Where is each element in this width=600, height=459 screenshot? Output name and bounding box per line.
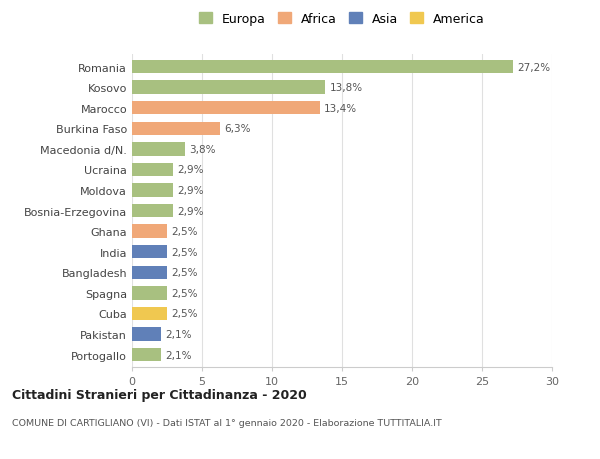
Bar xyxy=(132,184,173,197)
Bar xyxy=(132,286,167,300)
Text: Cittadini Stranieri per Cittadinanza - 2020: Cittadini Stranieri per Cittadinanza - 2… xyxy=(12,388,307,401)
Text: 2,5%: 2,5% xyxy=(171,288,198,298)
Text: 2,1%: 2,1% xyxy=(166,330,192,339)
Text: 2,5%: 2,5% xyxy=(171,268,198,278)
Text: 13,8%: 13,8% xyxy=(329,83,362,93)
Text: 2,5%: 2,5% xyxy=(171,247,198,257)
Bar xyxy=(132,348,161,362)
Bar xyxy=(132,204,173,218)
Text: 2,1%: 2,1% xyxy=(166,350,192,360)
Bar xyxy=(132,307,167,320)
Legend: Europa, Africa, Asia, America: Europa, Africa, Asia, America xyxy=(199,13,485,26)
Bar xyxy=(132,102,320,115)
Text: 2,5%: 2,5% xyxy=(171,227,198,237)
Text: 2,9%: 2,9% xyxy=(177,185,203,196)
Text: 27,2%: 27,2% xyxy=(517,62,550,73)
Bar xyxy=(132,81,325,95)
Bar xyxy=(132,266,167,280)
Text: 2,9%: 2,9% xyxy=(177,165,203,175)
Text: COMUNE DI CARTIGLIANO (VI) - Dati ISTAT al 1° gennaio 2020 - Elaborazione TUTTIT: COMUNE DI CARTIGLIANO (VI) - Dati ISTAT … xyxy=(12,418,442,427)
Text: 3,8%: 3,8% xyxy=(190,145,216,155)
Text: 2,9%: 2,9% xyxy=(177,206,203,216)
Text: 6,3%: 6,3% xyxy=(224,124,251,134)
Bar xyxy=(132,61,513,74)
Bar xyxy=(132,328,161,341)
Text: 2,5%: 2,5% xyxy=(171,309,198,319)
Bar xyxy=(132,123,220,136)
Bar xyxy=(132,163,173,177)
Bar xyxy=(132,246,167,259)
Bar xyxy=(132,225,167,238)
Bar xyxy=(132,143,185,156)
Text: 13,4%: 13,4% xyxy=(324,103,357,113)
